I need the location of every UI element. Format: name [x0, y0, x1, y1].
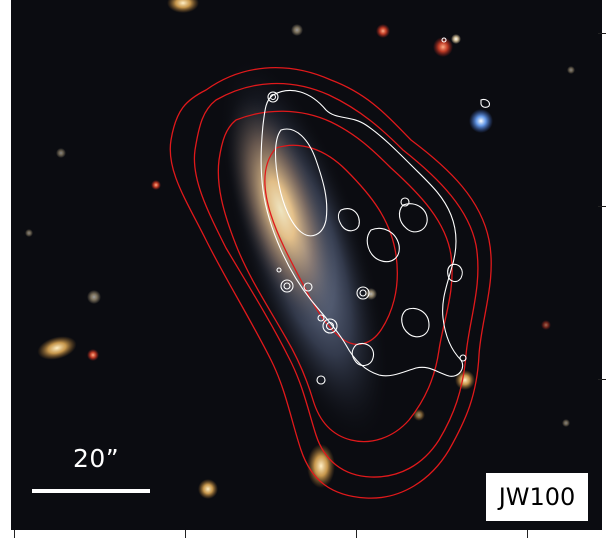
background-sources — [25, 0, 575, 499]
galaxy-name-label: JW100 — [486, 473, 588, 521]
white-contour-inner — [274, 128, 328, 237]
galaxy-image — [11, 0, 602, 530]
red-contour-3 — [217, 110, 453, 443]
red-contour-outer — [169, 67, 492, 499]
red-contours — [169, 67, 492, 499]
red-contour-inner — [264, 144, 398, 345]
tick-right-3 — [598, 379, 606, 380]
tick-bottom-2 — [185, 530, 186, 538]
red-contour-2 — [193, 82, 479, 478]
tick-bottom-3 — [356, 530, 357, 538]
white-contours — [260, 37, 490, 385]
tick-bottom-1 — [14, 530, 15, 538]
tick-right-1 — [598, 33, 606, 34]
tick-right-2 — [598, 206, 606, 207]
scale-bar — [32, 489, 150, 493]
galaxy-image-panel: 20” JW100 — [11, 0, 602, 530]
tick-bottom-4 — [527, 530, 528, 538]
white-contour-main — [260, 89, 464, 377]
scale-bar-label: 20” — [73, 444, 120, 473]
